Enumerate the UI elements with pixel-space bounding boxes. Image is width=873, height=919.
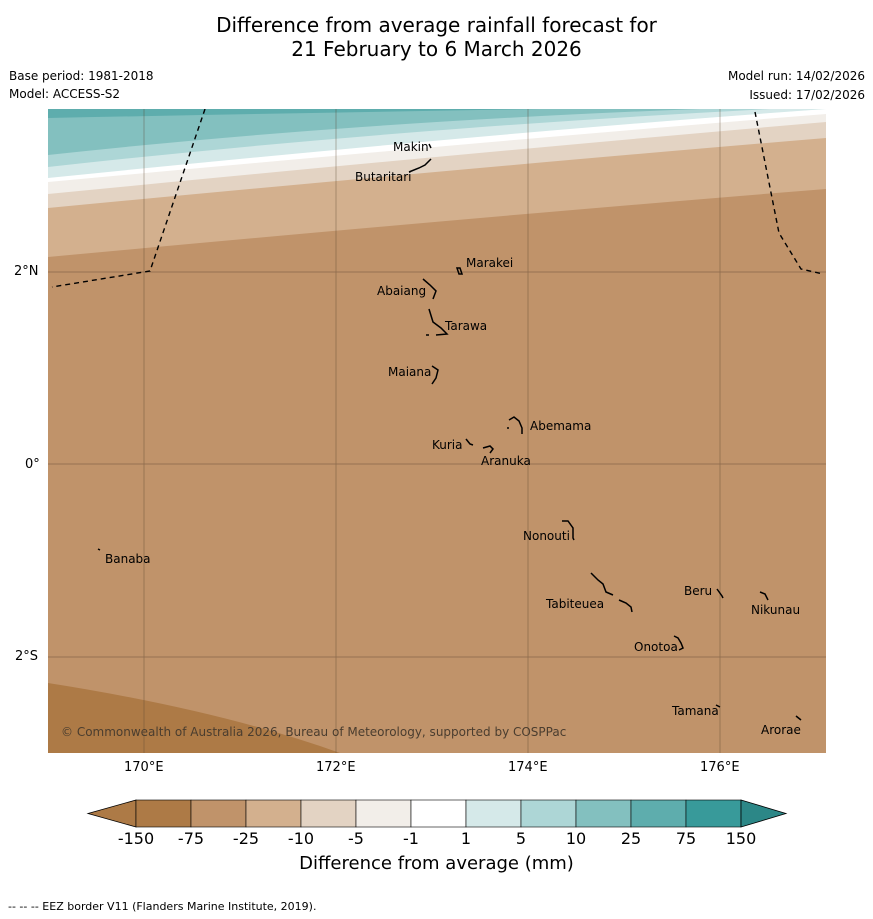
island-label-aranuka: Aranuka [481,454,531,468]
island-label-banaba: Banaba [105,552,151,566]
island-label-tamana: Tamana [672,704,719,718]
lat-label-0: 0° [25,457,40,472]
anomaly-band-plus-10 [48,109,700,155]
colorbar-tick-label: -25 [232,829,260,848]
lon-label-176e: 176°E [700,760,740,775]
issued-label: Issued: 17/02/2026 [749,88,865,102]
colorbar-extend-low [86,799,137,828]
eez-footnote: -- -- -- EEZ border V11 (Flanders Marine… [8,900,317,913]
colorbar-tick-label: 75 [675,829,697,848]
island-label-nonouti: Nonouti [523,529,570,543]
lon-label-172e: 172°E [316,760,356,775]
colorbar-swatch [135,799,192,828]
graticule [48,109,826,753]
base-period-label: Base period: 1981-2018 [9,69,154,83]
colorbar-tick-label: 5 [515,829,527,848]
island-outlines [97,143,802,721]
island-label-makin: Makin [393,140,429,154]
eez-border-east [754,111,824,275]
colorbar-swatch [630,799,687,828]
colorbar-tick-label: 10 [565,829,587,848]
colorbar-swatch [410,799,467,828]
colorbar-tick-label: -75 [177,829,205,848]
island-shape-makin [428,143,432,149]
island-label-marakei: Marakei [466,256,514,270]
colorbar-tick-label: 1 [460,829,472,848]
colorbar-tick-label: 25 [620,829,642,848]
colorbar-tick-label: -10 [287,829,315,848]
model-label: Model: ACCESS-S2 [9,87,121,101]
colorbar-swatch [575,799,632,828]
colorbar-swatch [465,799,522,828]
colorbar-swatch [300,799,357,828]
colorbar-tick-label: -150 [117,829,155,848]
colorbar-swatch [355,799,412,828]
colorbar-swatch [245,799,302,828]
island-label-onotoa: Onotoa [634,640,678,654]
island-label-nikunau: Nikunau [751,603,801,617]
colorbar-swatch [685,799,742,828]
island-label-abaiang: Abaiang [377,284,427,298]
copyright-notice: © Commonwealth of Australia 2026, Bureau… [61,725,567,739]
island-label-beru: Beru [684,584,713,598]
lon-label-170e: 170°E [124,760,164,775]
lon-label-174e: 174°E [508,760,548,775]
map-title-line1: Difference from average rainfall forecas… [216,13,657,37]
map-frame [48,109,826,753]
island-label-kuria: Kuria [432,438,463,452]
anomaly-band-minus-150 [48,683,340,753]
island-label-arorae: Arorae [761,723,801,737]
map-title-line2: 21 February to 6 March 2026 [291,37,582,61]
colorbar-extend-high [740,799,788,828]
island-label-abemama: Abemama [530,419,592,433]
island-label-butaritari: Butaritari [355,170,412,184]
colorbar-swatch [190,799,247,828]
model-run-label: Model run: 14/02/2026 [727,69,865,83]
eez-border-west [51,109,206,288]
island-label-tabiteuea: Tabiteuea [546,597,605,611]
island-label-tarawa: Tarawa [445,319,488,333]
colorbar-tick-label: 150 [725,829,757,848]
lat-label-2s: 2°S [15,649,39,664]
lat-label-2n: 2°N [14,264,39,279]
colorbar [86,799,788,828]
colorbar-tick-label: -5 [348,829,364,848]
anomaly-band-plus-25 [48,109,540,118]
colorbar-title: Difference from average (mm) [299,853,574,874]
island-label-maiana: Maiana [388,365,432,379]
colorbar-tick-label: -1 [403,829,419,848]
colorbar-swatch [520,799,577,828]
